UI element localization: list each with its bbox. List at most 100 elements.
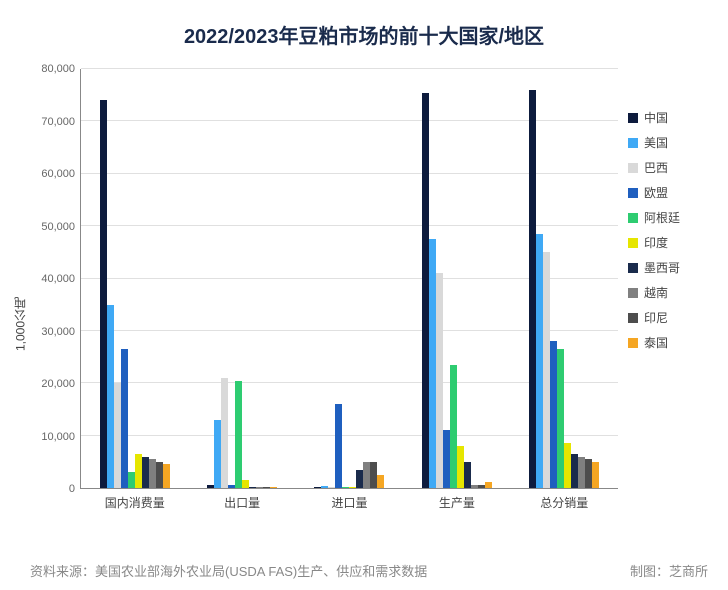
- legend-swatch: [628, 338, 638, 348]
- bar: [207, 485, 214, 488]
- bar: [100, 100, 107, 488]
- y-tick: 60,000: [41, 168, 75, 180]
- chart-legend: 中国美国巴西欧盟阿根廷印度墨西哥越南印尼泰国: [618, 69, 718, 519]
- bar: [550, 341, 557, 488]
- y-tick: 40,000: [41, 273, 75, 285]
- bar: [422, 93, 429, 488]
- chart-footer: 资料来源：美国农业部海外农业局(USDA FAS)生产、供应和需求数据 制图：芝…: [30, 561, 708, 580]
- legend-swatch: [628, 288, 638, 298]
- bar: [135, 454, 142, 488]
- bar: [450, 365, 457, 488]
- bar: [263, 487, 270, 488]
- y-axis-ticks: 010,00020,00030,00040,00050,00060,00070,…: [30, 69, 80, 519]
- bar: [221, 378, 228, 488]
- bar: [370, 462, 377, 488]
- x-axis-label: 出口量: [188, 494, 295, 511]
- legend-label: 印度: [644, 234, 668, 251]
- legend-swatch: [628, 263, 638, 273]
- x-axis-label: 总分销量: [511, 494, 618, 511]
- chart-title: 2022/2023年豆粕市场的前十大国家/地区: [10, 20, 718, 49]
- bar: [485, 482, 492, 488]
- bar: [543, 252, 550, 488]
- legend-swatch: [628, 238, 638, 248]
- bar: [235, 381, 242, 488]
- legend-item: 阿根廷: [628, 209, 718, 226]
- bar: [149, 459, 156, 488]
- bar-group: 总分销量: [511, 69, 618, 488]
- legend-label: 巴西: [644, 159, 668, 176]
- bar: [249, 487, 256, 488]
- legend-label: 美国: [644, 134, 668, 151]
- bar: [557, 349, 564, 488]
- bar: [429, 239, 436, 488]
- y-tick: 70,000: [41, 116, 75, 128]
- bar: [356, 470, 363, 488]
- legend-label: 墨西哥: [644, 259, 680, 276]
- bar: [314, 487, 321, 488]
- bar: [349, 487, 356, 488]
- chart-area: 1,000公吨 010,00020,00030,00040,00050,0006…: [10, 69, 718, 519]
- credit-text: 制图：芝商所: [630, 561, 708, 580]
- bar: [471, 485, 478, 488]
- bar: [128, 472, 135, 488]
- bar: [592, 462, 599, 488]
- y-tick: 50,000: [41, 221, 75, 233]
- bar: [457, 446, 464, 488]
- chart-plot: 国内消费量出口量进口量生产量总分销量: [80, 69, 618, 489]
- legend-label: 阿根廷: [644, 209, 680, 226]
- legend-label: 印尼: [644, 309, 668, 326]
- bar: [121, 349, 128, 488]
- bar: [436, 273, 443, 488]
- bar: [142, 457, 149, 488]
- bar-group: 生产量: [403, 69, 510, 488]
- bar: [478, 485, 485, 488]
- bar: [328, 487, 335, 488]
- y-axis-label: 1,000公吨: [10, 69, 30, 519]
- legend-label: 泰国: [644, 334, 668, 351]
- legend-item: 印度: [628, 234, 718, 251]
- legend-label: 越南: [644, 284, 668, 301]
- source-text: 资料来源：美国农业部海外农业局(USDA FAS)生产、供应和需求数据: [30, 561, 427, 580]
- bar: [342, 487, 349, 488]
- bar: [578, 457, 585, 488]
- bar: [585, 459, 592, 488]
- bar: [363, 462, 370, 488]
- legend-item: 欧盟: [628, 184, 718, 201]
- y-tick: 20,000: [41, 378, 75, 390]
- x-axis-label: 生产量: [403, 494, 510, 511]
- bar: [335, 404, 342, 488]
- legend-label: 欧盟: [644, 184, 668, 201]
- y-tick: 80,000: [41, 63, 75, 75]
- legend-item: 泰国: [628, 334, 718, 351]
- legend-swatch: [628, 313, 638, 323]
- legend-item: 越南: [628, 284, 718, 301]
- bar-group: 出口量: [188, 69, 295, 488]
- bar: [377, 475, 384, 488]
- legend-item: 墨西哥: [628, 259, 718, 276]
- legend-swatch: [628, 113, 638, 123]
- legend-swatch: [628, 213, 638, 223]
- bar: [571, 454, 578, 488]
- bar: [464, 462, 471, 488]
- bar: [321, 486, 328, 488]
- bar-group: 国内消费量: [81, 69, 188, 488]
- legend-item: 中国: [628, 109, 718, 126]
- x-axis-label: 国内消费量: [81, 494, 188, 511]
- legend-item: 美国: [628, 134, 718, 151]
- legend-swatch: [628, 138, 638, 148]
- bar: [564, 443, 571, 488]
- bar: [228, 485, 235, 488]
- bar: [443, 430, 450, 488]
- bar: [214, 420, 221, 488]
- bar: [242, 480, 249, 488]
- legend-item: 巴西: [628, 159, 718, 176]
- bar: [107, 305, 114, 488]
- bar: [163, 464, 170, 488]
- bar: [156, 462, 163, 488]
- legend-label: 中国: [644, 109, 668, 126]
- bar: [114, 383, 121, 488]
- bar: [256, 487, 263, 488]
- legend-swatch: [628, 188, 638, 198]
- x-axis-label: 进口量: [296, 494, 403, 511]
- legend-item: 印尼: [628, 309, 718, 326]
